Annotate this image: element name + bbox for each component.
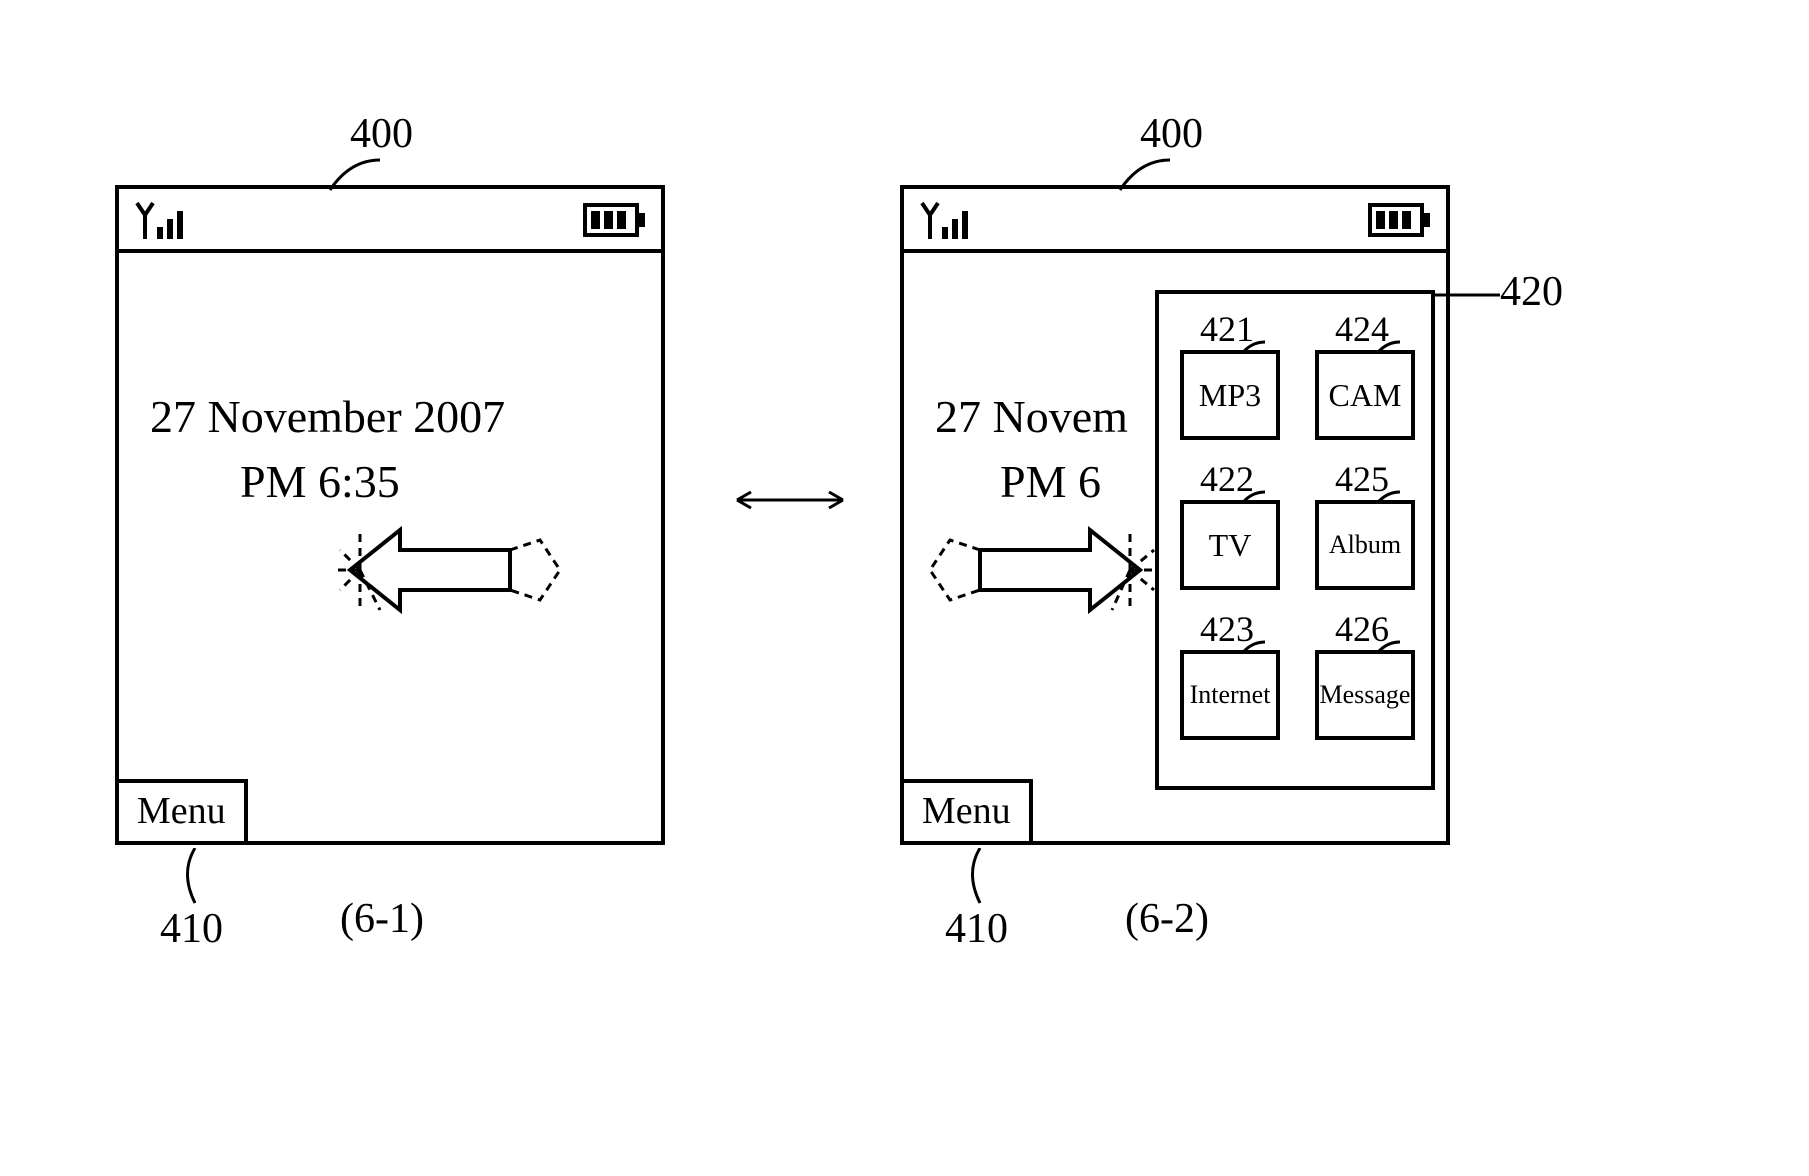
menu-button[interactable]: Menu xyxy=(904,779,1033,841)
diagram-canvas: Menu 27 November 2007 PM 6:35 400 410 (6… xyxy=(0,0,1809,1176)
shortcut-mp3[interactable]: MP3 xyxy=(1180,350,1280,440)
ref-number: 410 xyxy=(945,905,1008,953)
ref-number: 420 xyxy=(1500,268,1563,316)
leader-line xyxy=(955,848,1005,908)
transition-arrow-icon xyxy=(725,480,855,520)
shortcut-label: Internet xyxy=(1190,680,1271,710)
shortcut-label: CAM xyxy=(1329,377,1402,414)
status-bar xyxy=(119,189,661,253)
shortcut-label: Album xyxy=(1329,530,1401,560)
status-bar xyxy=(904,189,1446,253)
home-date: 27 Novem xyxy=(935,390,1128,443)
home-time: PM 6:35 xyxy=(240,455,400,508)
shortcut-cam[interactable]: CAM xyxy=(1315,350,1415,440)
shortcut-label: Message xyxy=(1320,680,1411,710)
phone-frame-left: Menu xyxy=(115,185,665,845)
menu-button[interactable]: Menu xyxy=(119,779,248,841)
menu-button-label: Menu xyxy=(137,790,226,832)
home-date: 27 November 2007 xyxy=(150,390,505,443)
signal-icon xyxy=(918,199,978,241)
swipe-arrow-right xyxy=(920,520,1170,630)
ref-number: 400 xyxy=(350,110,413,158)
shortcut-label: TV xyxy=(1209,527,1252,564)
signal-icon xyxy=(133,199,193,241)
shortcut-message[interactable]: Message xyxy=(1315,650,1415,740)
sub-caption: (6-2) xyxy=(1125,895,1209,943)
swipe-arrow-left xyxy=(330,520,580,630)
shortcut-album[interactable]: Album xyxy=(1315,500,1415,590)
ref-number: 410 xyxy=(160,905,223,953)
leader-line xyxy=(1435,280,1505,310)
home-time: PM 6 xyxy=(1000,455,1101,508)
leader-line xyxy=(320,155,390,195)
menu-button-label: Menu xyxy=(922,790,1011,832)
ref-number: 400 xyxy=(1140,110,1203,158)
battery-icon xyxy=(583,203,647,237)
shortcut-label: MP3 xyxy=(1199,377,1261,414)
leader-line xyxy=(1110,155,1180,195)
shortcut-internet[interactable]: Internet xyxy=(1180,650,1280,740)
battery-icon xyxy=(1368,203,1432,237)
sub-caption: (6-1) xyxy=(340,895,424,943)
leader-line xyxy=(170,848,220,908)
shortcut-tv[interactable]: TV xyxy=(1180,500,1280,590)
